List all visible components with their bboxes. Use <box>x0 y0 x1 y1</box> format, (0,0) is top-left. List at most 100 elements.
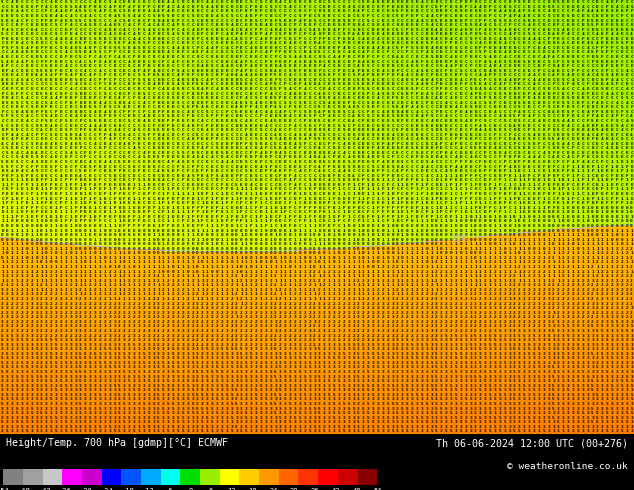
Text: F: F <box>445 69 448 73</box>
Text: E: E <box>308 82 311 86</box>
Text: E: E <box>333 215 335 219</box>
Text: F: F <box>284 192 287 196</box>
Text: C: C <box>616 69 618 73</box>
Text: F: F <box>304 19 306 23</box>
Text: 1: 1 <box>465 251 467 255</box>
Text: 2: 2 <box>616 256 618 260</box>
Text: 3: 3 <box>118 374 121 379</box>
Text: 3: 3 <box>40 425 42 429</box>
Text: E: E <box>152 165 155 169</box>
Text: C: C <box>172 165 174 169</box>
Text: 3: 3 <box>6 416 9 419</box>
Text: 4: 4 <box>294 55 296 59</box>
Text: 0: 0 <box>474 251 477 255</box>
Text: E: E <box>460 151 462 155</box>
Text: E: E <box>562 137 565 141</box>
Text: F: F <box>201 32 204 36</box>
Text: F: F <box>586 55 589 59</box>
Text: C: C <box>94 27 96 32</box>
Text: 1: 1 <box>484 201 486 205</box>
Text: C: C <box>430 5 433 9</box>
Text: C: C <box>567 147 569 150</box>
Text: C: C <box>430 169 433 173</box>
Text: 1: 1 <box>592 242 594 246</box>
Text: 2: 2 <box>333 338 335 342</box>
Text: 2: 2 <box>143 311 145 315</box>
Text: 1: 1 <box>313 297 316 301</box>
Text: 2: 2 <box>338 320 340 324</box>
Text: 3: 3 <box>382 420 384 424</box>
Text: E: E <box>562 0 565 4</box>
Text: 5: 5 <box>616 23 618 27</box>
Text: 0: 0 <box>333 238 335 242</box>
Text: 3: 3 <box>445 393 448 397</box>
Text: C: C <box>118 19 121 23</box>
Text: 3: 3 <box>128 388 131 392</box>
Text: 3: 3 <box>294 361 296 365</box>
Text: E: E <box>401 210 404 214</box>
Text: 1: 1 <box>69 215 72 219</box>
Text: 1: 1 <box>40 274 42 278</box>
Text: E: E <box>25 147 28 150</box>
Text: 1: 1 <box>420 279 423 283</box>
Text: E: E <box>148 196 150 200</box>
Text: 5: 5 <box>275 147 277 150</box>
Text: 1: 1 <box>103 288 106 292</box>
Text: E: E <box>25 233 28 237</box>
Text: 1: 1 <box>489 283 491 287</box>
Text: 2: 2 <box>503 297 506 301</box>
Text: 4: 4 <box>401 110 404 114</box>
Text: E: E <box>226 137 228 141</box>
Text: 1: 1 <box>616 188 618 192</box>
Text: C: C <box>11 23 13 27</box>
Text: 1: 1 <box>21 233 23 237</box>
Text: E: E <box>557 210 560 214</box>
Text: C: C <box>74 119 77 123</box>
Text: 3: 3 <box>435 397 438 401</box>
Text: 3: 3 <box>206 397 209 401</box>
Text: C: C <box>123 114 126 119</box>
Text: 5: 5 <box>221 151 223 155</box>
Text: E: E <box>586 19 589 23</box>
Text: 3: 3 <box>191 366 194 369</box>
Text: 5: 5 <box>353 74 355 77</box>
Text: C: C <box>372 50 375 54</box>
Text: 5: 5 <box>621 329 623 333</box>
Text: 1: 1 <box>152 274 155 278</box>
Text: 0: 0 <box>69 242 72 246</box>
Text: 3: 3 <box>36 311 38 315</box>
Text: 1: 1 <box>40 247 42 251</box>
Text: 4: 4 <box>308 60 311 64</box>
Text: C: C <box>65 69 67 73</box>
Text: 1: 1 <box>108 279 111 283</box>
Text: E: E <box>581 128 584 132</box>
Text: C: C <box>440 74 443 77</box>
Text: 0: 0 <box>226 233 228 237</box>
Text: 5: 5 <box>259 137 262 141</box>
Text: 1: 1 <box>138 283 140 287</box>
Text: 0: 0 <box>167 270 169 273</box>
Text: 2: 2 <box>264 315 267 319</box>
Text: 3: 3 <box>342 425 345 429</box>
Text: 0: 0 <box>386 251 389 255</box>
Text: C: C <box>221 178 223 182</box>
Text: C: C <box>230 183 233 187</box>
Text: 3: 3 <box>318 361 321 365</box>
Text: 1: 1 <box>284 270 287 273</box>
Text: 5: 5 <box>50 133 53 137</box>
Text: 1: 1 <box>523 274 526 278</box>
Text: 4: 4 <box>211 9 214 13</box>
Text: F: F <box>494 27 496 32</box>
Text: 0: 0 <box>201 251 204 255</box>
Text: 3: 3 <box>479 343 482 346</box>
Text: 0: 0 <box>489 238 491 242</box>
Text: C: C <box>494 87 496 91</box>
Text: 2: 2 <box>596 297 598 301</box>
Text: C: C <box>533 69 535 73</box>
Text: 3: 3 <box>128 402 131 406</box>
Text: 1: 1 <box>162 256 165 260</box>
Text: C: C <box>21 0 23 4</box>
Text: 1: 1 <box>484 188 486 192</box>
Text: 3: 3 <box>338 361 340 365</box>
Text: 1: 1 <box>294 233 296 237</box>
